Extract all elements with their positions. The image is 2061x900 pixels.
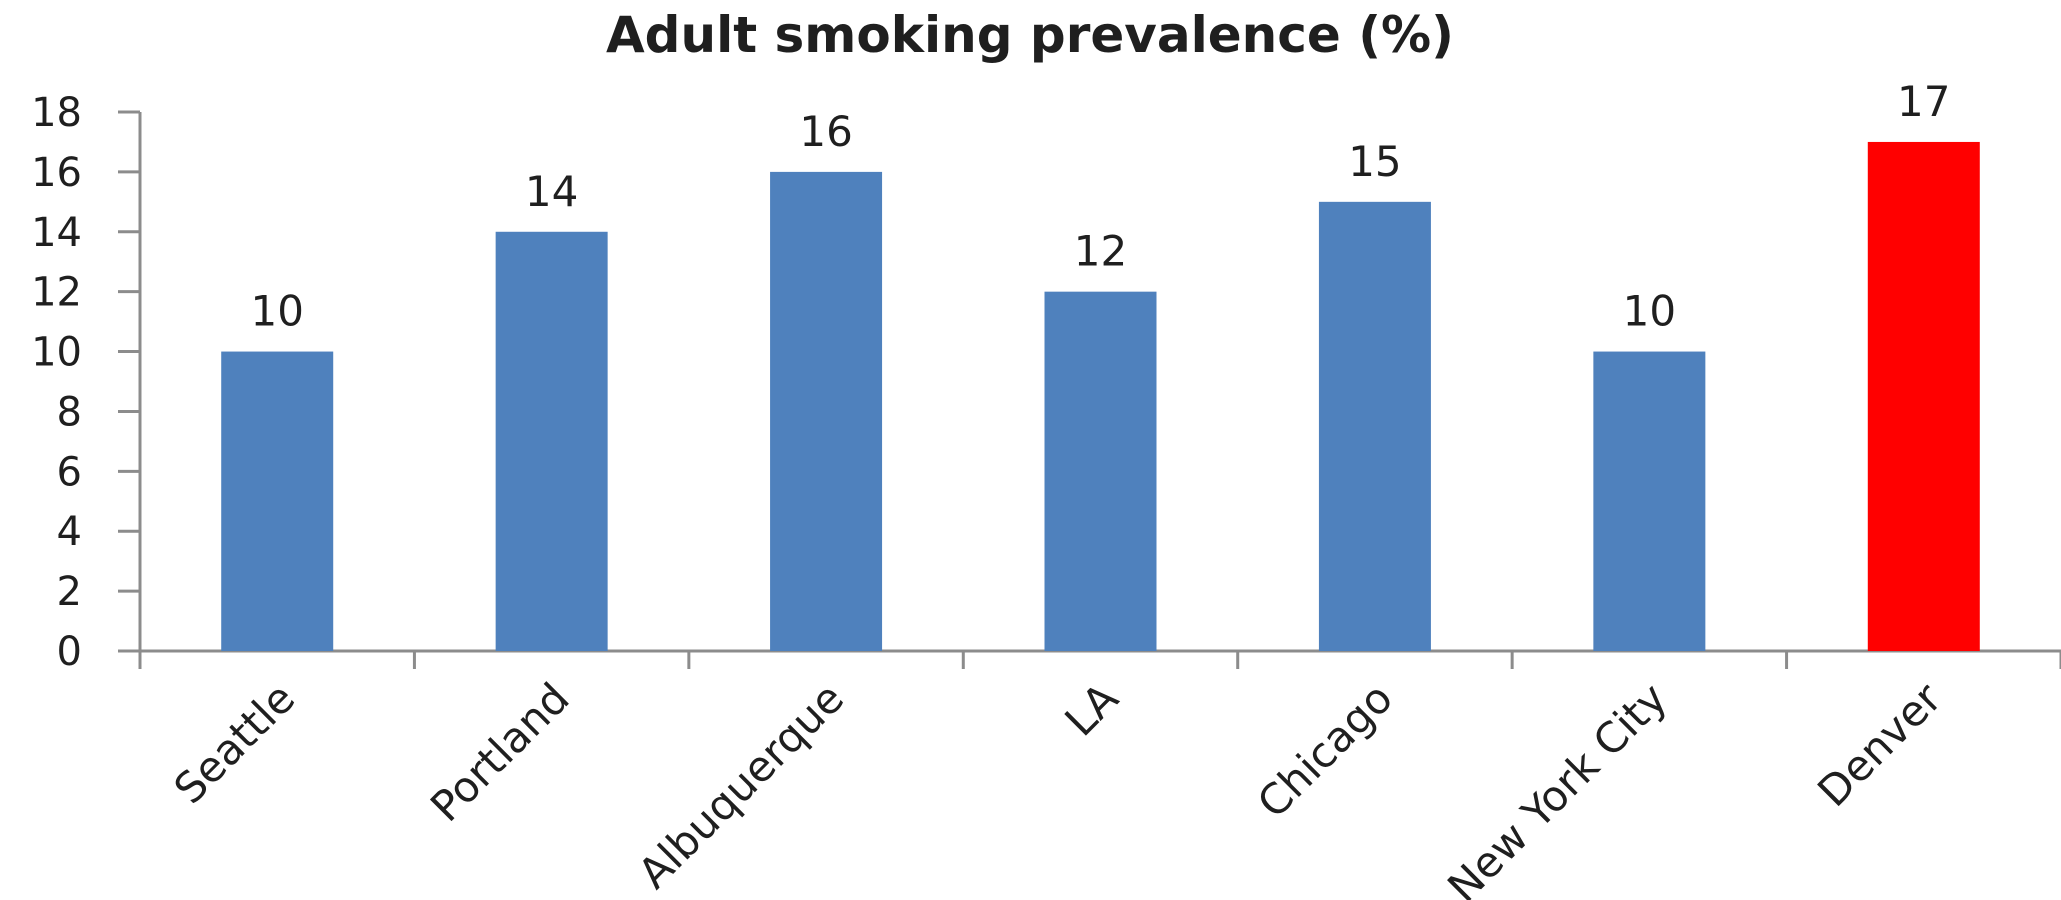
data-label: 10 xyxy=(250,287,303,336)
y-tick-label: 14 xyxy=(31,210,82,256)
bar-seattle xyxy=(221,351,334,651)
x-category-label: LA xyxy=(1055,673,1127,745)
plot-area: 0 2 4 6 8 10 12 14 16 18 10 Seattle 14 Portland 16 Albu… xyxy=(31,77,2061,900)
bar-chicago xyxy=(1318,201,1431,652)
bar-albuquerque xyxy=(770,171,883,651)
bar-new-york-city xyxy=(1593,351,1706,651)
data-label: 15 xyxy=(1348,137,1401,186)
data-label: 12 xyxy=(1074,227,1127,276)
x-category-label: Denver xyxy=(1808,673,1951,816)
data-label: 16 xyxy=(799,107,852,156)
x-category-label: Seattle xyxy=(164,673,304,813)
y-tick-label: 10 xyxy=(31,330,82,376)
bar-denver xyxy=(1867,141,1980,651)
y-tick-label: 16 xyxy=(31,150,82,196)
y-tick-label: 8 xyxy=(57,389,82,435)
data-label: 14 xyxy=(525,167,578,216)
data-label: 10 xyxy=(1623,287,1676,336)
x-category-label: Albuquerque xyxy=(629,673,853,897)
x-category-label: New York City xyxy=(1438,673,1676,900)
chart-title: Adult smoking prevalence (%) xyxy=(606,6,1454,64)
y-tick-label: 6 xyxy=(57,449,82,495)
y-tick-label: 2 xyxy=(57,569,82,615)
y-tick-label: 12 xyxy=(31,270,82,316)
y-tick-label: 18 xyxy=(31,90,82,136)
x-category-label: Chicago xyxy=(1248,673,1402,827)
y-tick-label: 0 xyxy=(57,629,82,675)
x-category-label: Portland xyxy=(421,673,579,831)
data-label: 17 xyxy=(1897,77,1950,126)
bar-la xyxy=(1044,291,1157,651)
bar-portland xyxy=(495,231,608,651)
y-tick-label: 4 xyxy=(57,509,82,555)
